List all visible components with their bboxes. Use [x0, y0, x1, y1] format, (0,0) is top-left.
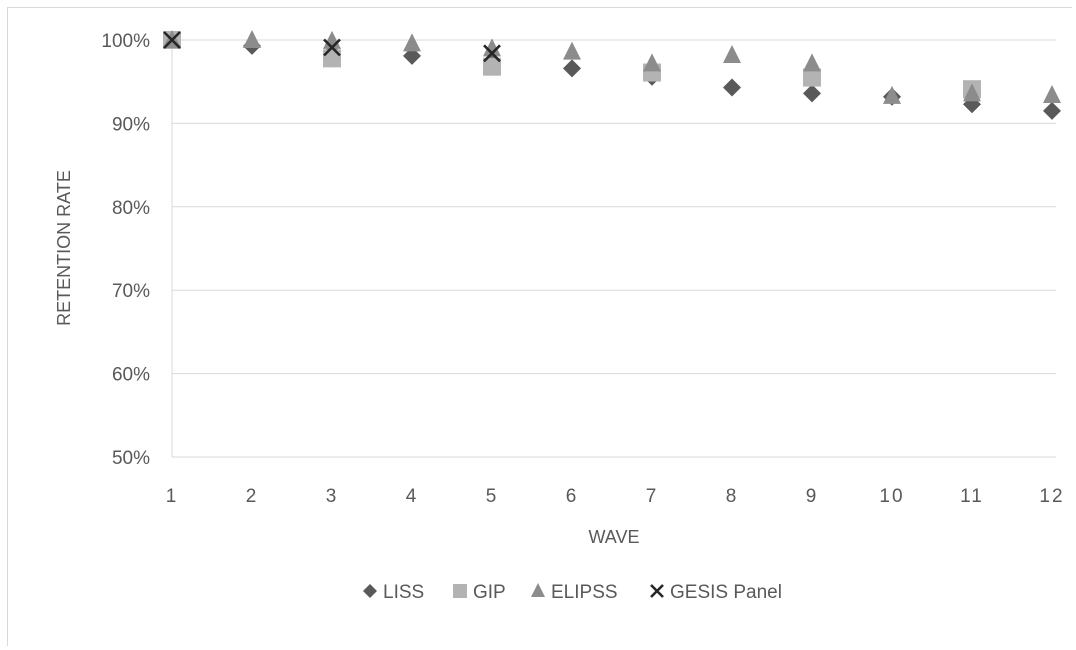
legend-label-gesis-panel: GESIS Panel	[670, 582, 782, 603]
y-axis-title: RETENTION RATE	[54, 170, 74, 326]
elipss-point-12	[1043, 85, 1061, 104]
y-tick-labels: 50% 60% 70% 80% 90% 100%	[101, 31, 150, 469]
liss-point-12	[1043, 101, 1061, 120]
elipss-point-5	[483, 38, 501, 57]
gesis-panel-point-3-stroke-b	[323, 38, 341, 57]
liss-point-6	[563, 59, 581, 78]
x-tick-11: 11	[960, 486, 984, 507]
x-tick-5: 5	[486, 486, 499, 507]
gesis-panel-point-5-stroke-b	[483, 44, 501, 63]
gip-point-9	[803, 68, 821, 87]
gesis-panel-point-3	[323, 38, 341, 57]
legend-marker-liss	[363, 584, 377, 598]
legend-marker-elipss	[531, 583, 545, 597]
legend-marker-gip	[453, 584, 467, 598]
y-tick-70: 70%	[112, 281, 150, 302]
y-tick-60: 60%	[112, 365, 150, 386]
x-tick-3: 3	[326, 486, 339, 507]
elipss-point-6	[563, 41, 581, 60]
x-tick-labels: 1 2 3 4 5 6 7 8 9 10 11 12	[166, 486, 1064, 507]
x-tick-1: 1	[166, 486, 179, 507]
grid-lines	[172, 39, 1056, 375]
x-tick-2: 2	[246, 486, 259, 507]
gip-point-5	[483, 57, 501, 76]
legend-marker-gesis-panel-stroke-b	[650, 584, 664, 598]
x-tick-10: 10	[879, 486, 904, 507]
gesis-panel-point-1	[163, 31, 181, 49]
gesis-panel-point-1-stroke-b	[163, 31, 181, 49]
elipss-point-11	[963, 83, 981, 102]
y-tick-90: 90%	[112, 114, 150, 135]
elipss-point-10	[883, 85, 901, 104]
y-tick-100: 100%	[101, 31, 150, 52]
x-axis-title: WAVE	[588, 527, 639, 547]
legend-marker-gesis-panel	[650, 584, 664, 598]
axes	[171, 36, 1056, 458]
x-tick-7: 7	[646, 486, 659, 507]
elipss-point-9	[803, 53, 821, 72]
elipss-point-2	[243, 30, 261, 48]
data-points	[163, 30, 1061, 120]
legend-label-gip: GIP	[473, 582, 506, 603]
liss-point-8	[723, 78, 741, 97]
elipss-point-8	[723, 45, 741, 64]
y-tick-50: 50%	[112, 448, 150, 469]
x-tick-6: 6	[566, 486, 579, 507]
y-tick-80: 80%	[112, 198, 150, 219]
x-tick-12: 12	[1039, 486, 1064, 507]
legend-label-elipss: ELIPSS	[551, 582, 618, 603]
x-tick-8: 8	[726, 486, 739, 507]
x-tick-9: 9	[806, 486, 819, 507]
chart-border	[7, 7, 1072, 646]
gesis-panel-point-5	[483, 44, 501, 63]
liss-point-9	[803, 84, 821, 103]
legend-label-liss: LISS	[383, 582, 424, 603]
x-tick-4: 4	[406, 486, 419, 507]
elipss-point-4	[403, 33, 421, 52]
legend: LISS GIP ELIPSS GESIS Panel	[363, 582, 782, 603]
liss-point-4	[403, 46, 421, 65]
gip-point-3	[323, 49, 341, 68]
elipss-point-7	[643, 53, 661, 72]
